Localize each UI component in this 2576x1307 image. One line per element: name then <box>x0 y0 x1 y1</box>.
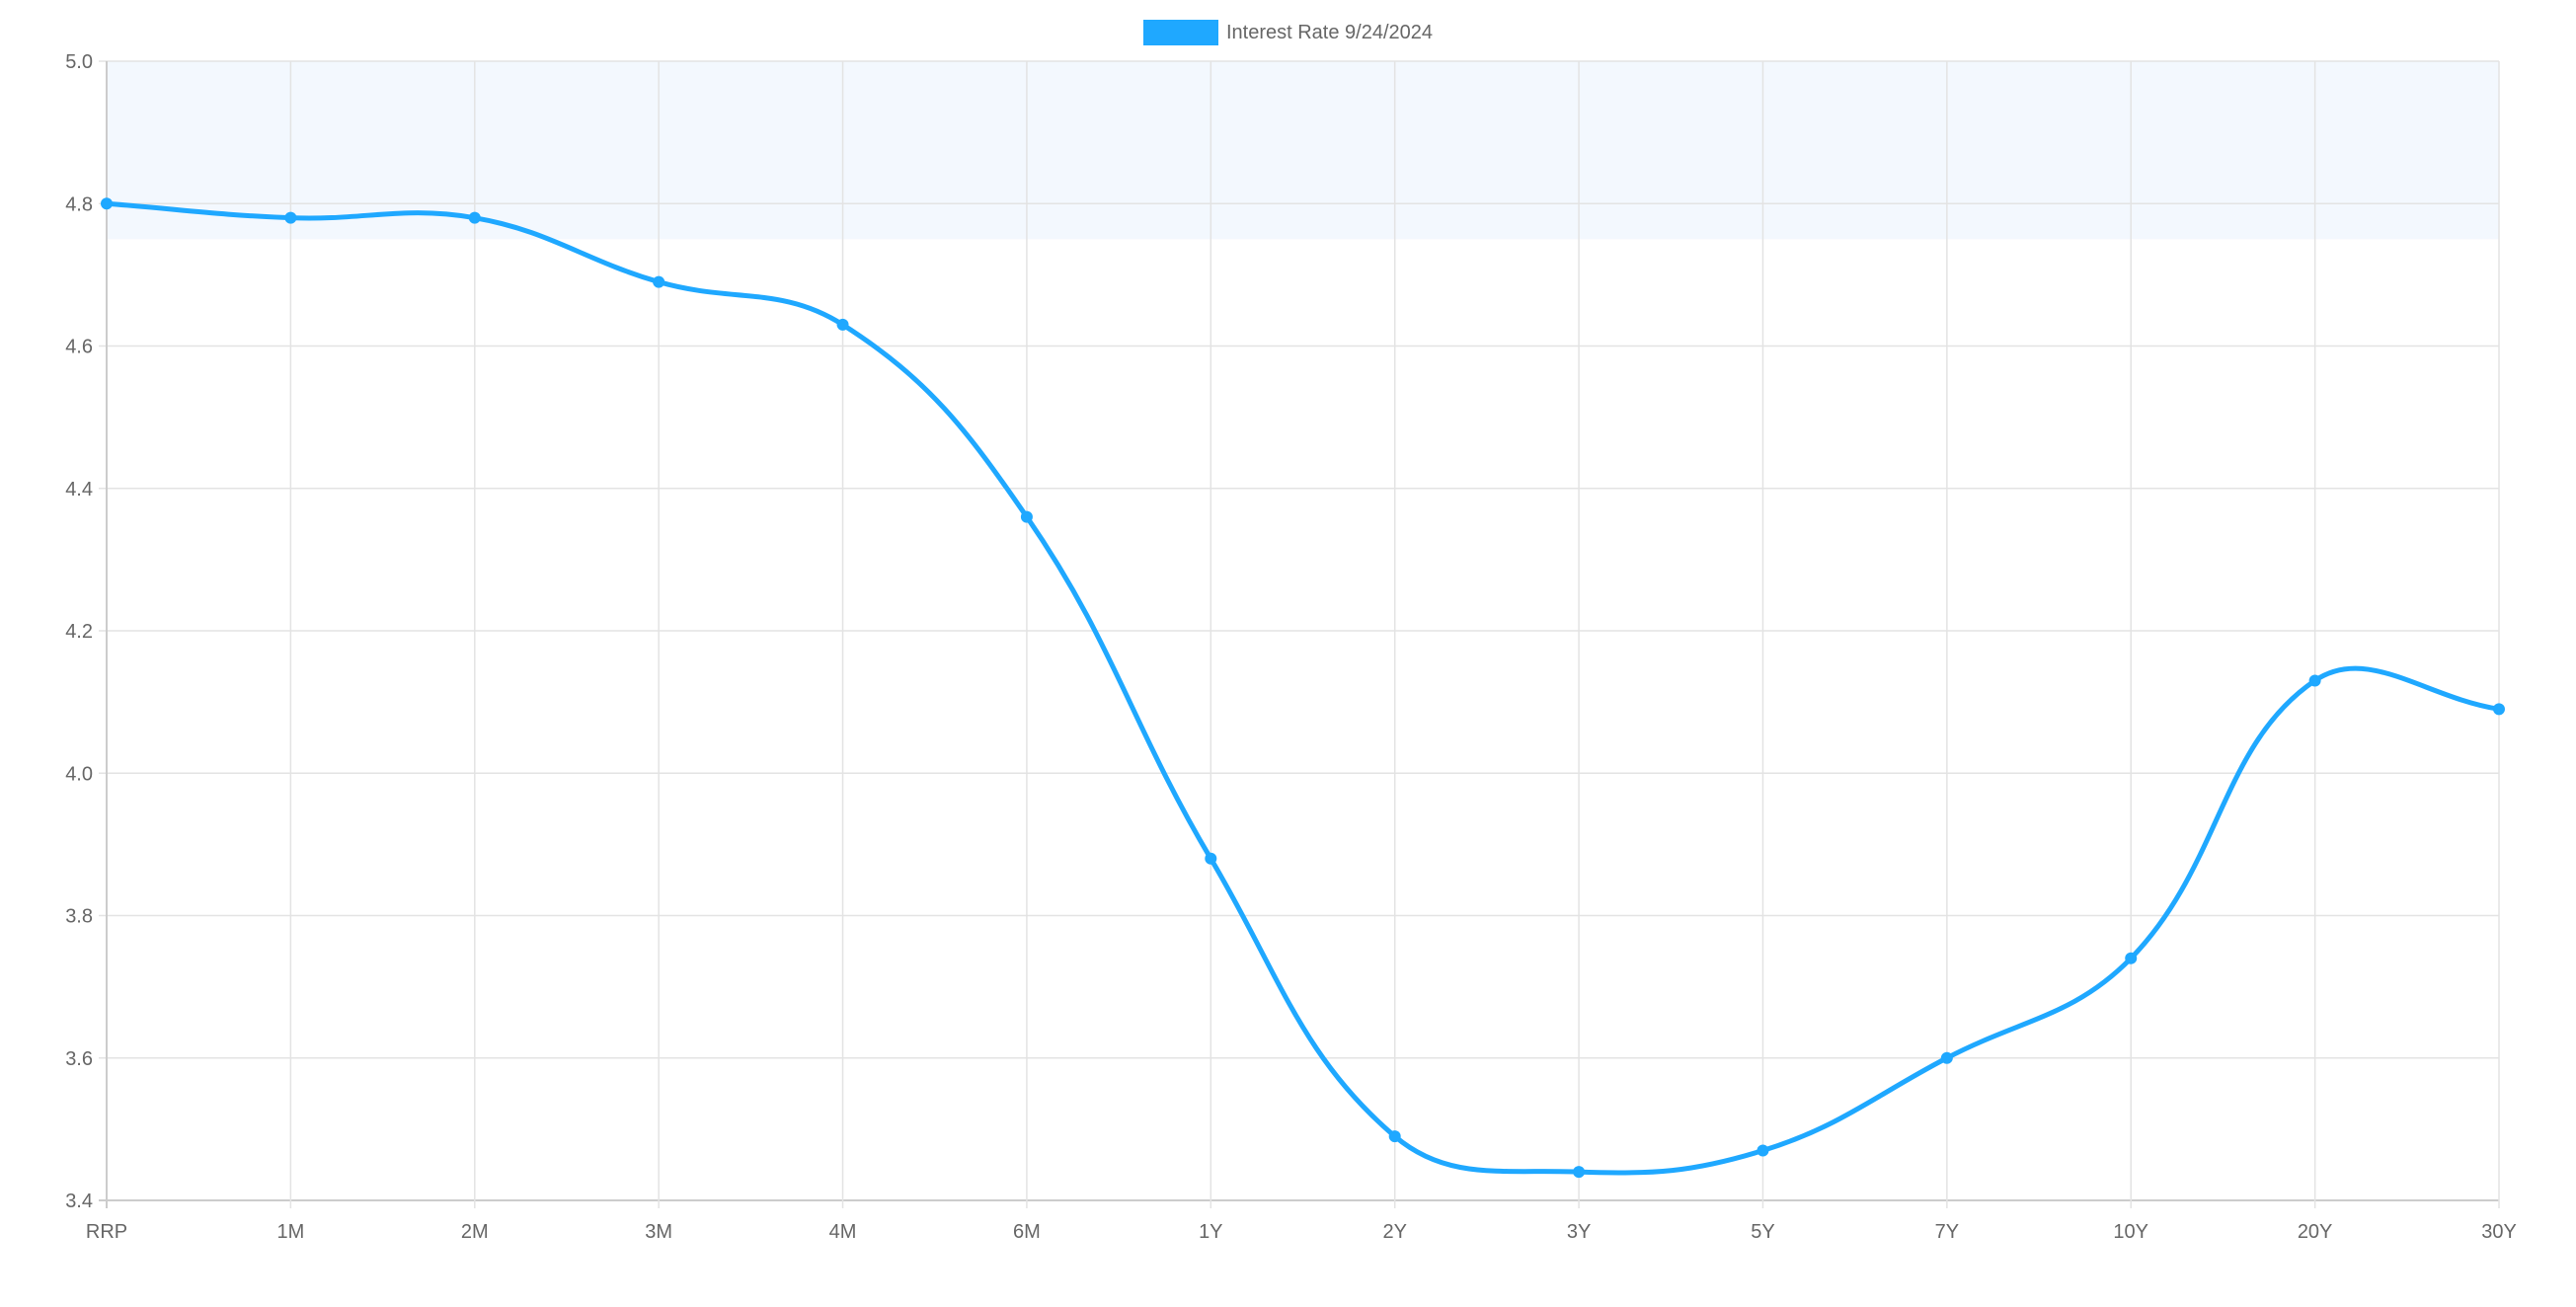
data-point <box>2493 703 2505 716</box>
x-tick-label: 6M <box>1013 1221 1041 1243</box>
x-tick-label: 2Y <box>1382 1221 1406 1243</box>
x-tick-label: 4M <box>829 1221 857 1243</box>
x-tick-label: RRP <box>86 1221 127 1243</box>
data-point <box>2308 674 2321 687</box>
x-tick-label: 1Y <box>1199 1221 1222 1243</box>
data-point <box>836 318 849 331</box>
data-point <box>101 197 113 210</box>
data-point <box>653 275 665 288</box>
data-point <box>1573 1166 1586 1179</box>
y-tick-label: 3.8 <box>65 906 93 928</box>
data-point <box>468 211 481 224</box>
y-tick-label: 5.0 <box>65 51 93 73</box>
x-tick-label: 20Y <box>2298 1221 2333 1243</box>
x-tick-label: 1M <box>276 1221 304 1243</box>
x-tick-label: 3Y <box>1567 1221 1591 1243</box>
y-tick-label: 4.0 <box>65 763 93 785</box>
data-point <box>284 211 297 224</box>
x-tick-label: 5Y <box>1751 1221 1774 1243</box>
data-point <box>1756 1144 1769 1157</box>
legend-swatch <box>1142 20 1218 45</box>
data-point <box>2125 952 2138 964</box>
x-tick-label: 2M <box>461 1221 489 1243</box>
x-tick-label: 7Y <box>1935 1221 1959 1243</box>
shaded-band <box>107 61 2499 240</box>
data-point <box>1940 1051 1953 1064</box>
y-tick-label: 4.8 <box>65 193 93 215</box>
x-tick-label: 30Y <box>2481 1221 2517 1243</box>
data-point <box>1205 852 1217 865</box>
y-tick-label: 3.6 <box>65 1048 93 1070</box>
series-line <box>106 200 2500 1176</box>
legend[interactable]: Interest Rate 9/24/2024 <box>0 20 2576 45</box>
y-tick-label: 4.2 <box>65 621 93 643</box>
y-tick-label: 3.4 <box>65 1191 93 1212</box>
x-tick-label: 3M <box>645 1221 672 1243</box>
data-point <box>1388 1130 1401 1143</box>
x-tick-label: 10Y <box>2113 1221 2148 1243</box>
y-tick-label: 4.4 <box>65 479 93 500</box>
data-point <box>1020 510 1033 523</box>
y-tick-label: 4.6 <box>65 337 93 358</box>
legend-label: Interest Rate 9/24/2024 <box>1225 21 1434 43</box>
